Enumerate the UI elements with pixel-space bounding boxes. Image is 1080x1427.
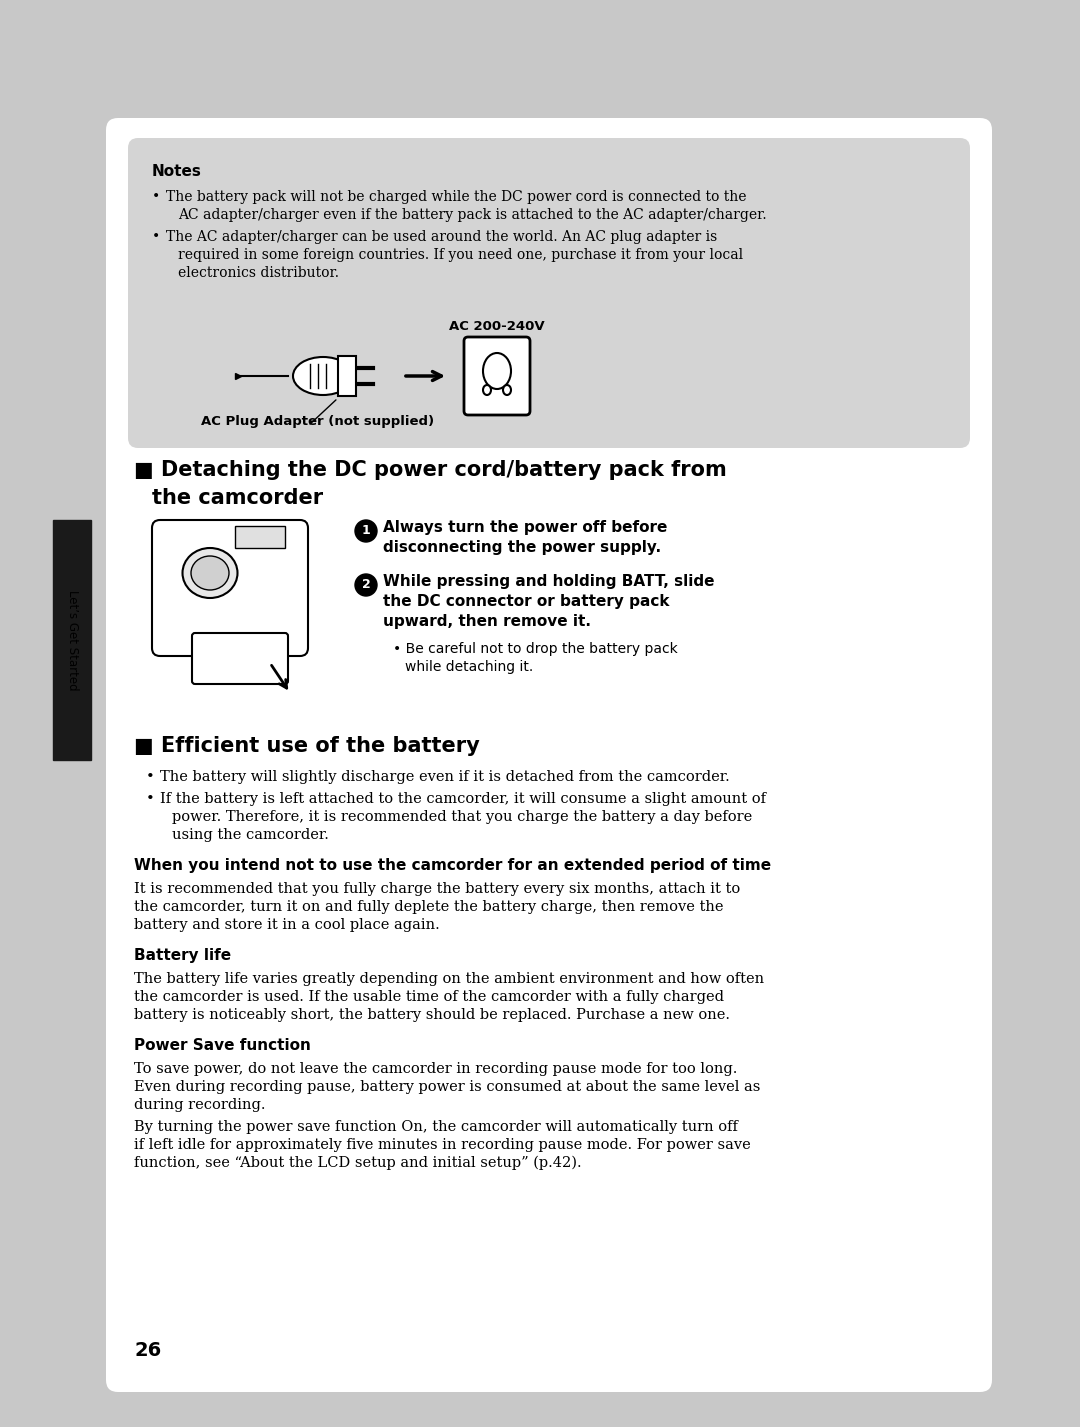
Text: during recording.: during recording. — [134, 1097, 266, 1112]
Ellipse shape — [293, 357, 353, 395]
Circle shape — [355, 574, 377, 596]
Circle shape — [355, 519, 377, 542]
Text: AC 200-240V: AC 200-240V — [449, 320, 544, 332]
Text: the camcorder, turn it on and fully deplete the battery charge, then remove the: the camcorder, turn it on and fully depl… — [134, 900, 724, 915]
Bar — [53, 519, 91, 761]
Text: function, see “About the LCD setup and initial setup” (p.42).: function, see “About the LCD setup and i… — [134, 1156, 582, 1170]
Text: battery and store it in a cool place again.: battery and store it in a cool place aga… — [134, 918, 440, 932]
Text: •: • — [146, 792, 154, 806]
Text: If the battery is left attached to the camcorder, it will consume a slight amoun: If the battery is left attached to the c… — [160, 792, 766, 806]
Text: the DC connector or battery pack: the DC connector or battery pack — [383, 594, 670, 609]
Text: • Be careful not to drop the battery pack: • Be careful not to drop the battery pac… — [393, 642, 678, 656]
Text: •: • — [152, 230, 160, 244]
FancyBboxPatch shape — [129, 138, 970, 448]
Text: ■ Efficient use of the battery: ■ Efficient use of the battery — [134, 736, 480, 756]
Text: To save power, do not leave the camcorder in recording pause mode for too long.: To save power, do not leave the camcorde… — [134, 1062, 738, 1076]
Text: Even during recording pause, battery power is consumed at about the same level a: Even during recording pause, battery pow… — [134, 1080, 760, 1095]
Text: 2: 2 — [362, 578, 370, 592]
Text: The AC adapter/charger can be used around the world. An AC plug adapter is: The AC adapter/charger can be used aroun… — [166, 230, 717, 244]
Text: AC Plug Adapter (not supplied): AC Plug Adapter (not supplied) — [202, 415, 434, 428]
Text: upward, then remove it.: upward, then remove it. — [383, 614, 591, 629]
Ellipse shape — [503, 385, 511, 395]
Text: When you intend not to use the camcorder for an extended period of time: When you intend not to use the camcorder… — [134, 858, 771, 873]
Text: if left idle for approximately five minutes in recording pause mode. For power s: if left idle for approximately five minu… — [134, 1137, 751, 1152]
Text: •: • — [152, 190, 160, 204]
Ellipse shape — [191, 557, 229, 589]
Ellipse shape — [183, 548, 238, 598]
FancyBboxPatch shape — [106, 118, 993, 1391]
Text: •: • — [146, 771, 154, 783]
Bar — [338, 355, 356, 397]
Text: battery is noticeably short, the battery should be replaced. Purchase a new one.: battery is noticeably short, the battery… — [134, 1007, 730, 1022]
Text: 26: 26 — [134, 1341, 161, 1360]
Text: required in some foreign countries. If you need one, purchase it from your local: required in some foreign countries. If y… — [178, 248, 743, 263]
Text: while detaching it.: while detaching it. — [405, 661, 534, 674]
Text: The battery life varies greatly depending on the ambient environment and how oft: The battery life varies greatly dependin… — [134, 972, 765, 986]
Ellipse shape — [483, 352, 511, 390]
Ellipse shape — [483, 385, 491, 395]
Text: disconnecting the power supply.: disconnecting the power supply. — [383, 539, 661, 555]
Text: 1: 1 — [362, 525, 370, 538]
Bar — [235, 527, 285, 548]
Text: While pressing and holding BATT, slide: While pressing and holding BATT, slide — [383, 574, 715, 589]
Text: AC adapter/charger even if the battery pack is attached to the AC adapter/charge: AC adapter/charger even if the battery p… — [178, 208, 767, 223]
Text: Notes: Notes — [152, 164, 202, 178]
Text: power. Therefore, it is recommended that you charge the battery a day before: power. Therefore, it is recommended that… — [172, 811, 753, 823]
Text: The battery will slightly discharge even if it is detached from the camcorder.: The battery will slightly discharge even… — [160, 771, 730, 783]
Text: The battery pack will not be charged while the DC power cord is connected to the: The battery pack will not be charged whi… — [166, 190, 746, 204]
Text: the camcorder is used. If the usable time of the camcorder with a fully charged: the camcorder is used. If the usable tim… — [134, 990, 724, 1005]
Text: Always turn the power off before: Always turn the power off before — [383, 519, 667, 535]
Text: ■ Detaching the DC power cord/battery pack from: ■ Detaching the DC power cord/battery pa… — [134, 459, 727, 479]
FancyBboxPatch shape — [464, 337, 530, 415]
Text: Battery life: Battery life — [134, 948, 231, 963]
FancyBboxPatch shape — [192, 634, 288, 684]
Text: By turning the power save function On, the camcorder will automatically turn off: By turning the power save function On, t… — [134, 1120, 738, 1134]
Text: the camcorder: the camcorder — [152, 488, 323, 508]
Text: Let’s Get Started: Let’s Get Started — [66, 589, 79, 691]
Text: It is recommended that you fully charge the battery every six months, attach it : It is recommended that you fully charge … — [134, 882, 740, 896]
FancyBboxPatch shape — [152, 519, 308, 656]
Text: using the camcorder.: using the camcorder. — [172, 828, 329, 842]
Text: Power Save function: Power Save function — [134, 1037, 311, 1053]
Text: electronics distributor.: electronics distributor. — [178, 265, 339, 280]
